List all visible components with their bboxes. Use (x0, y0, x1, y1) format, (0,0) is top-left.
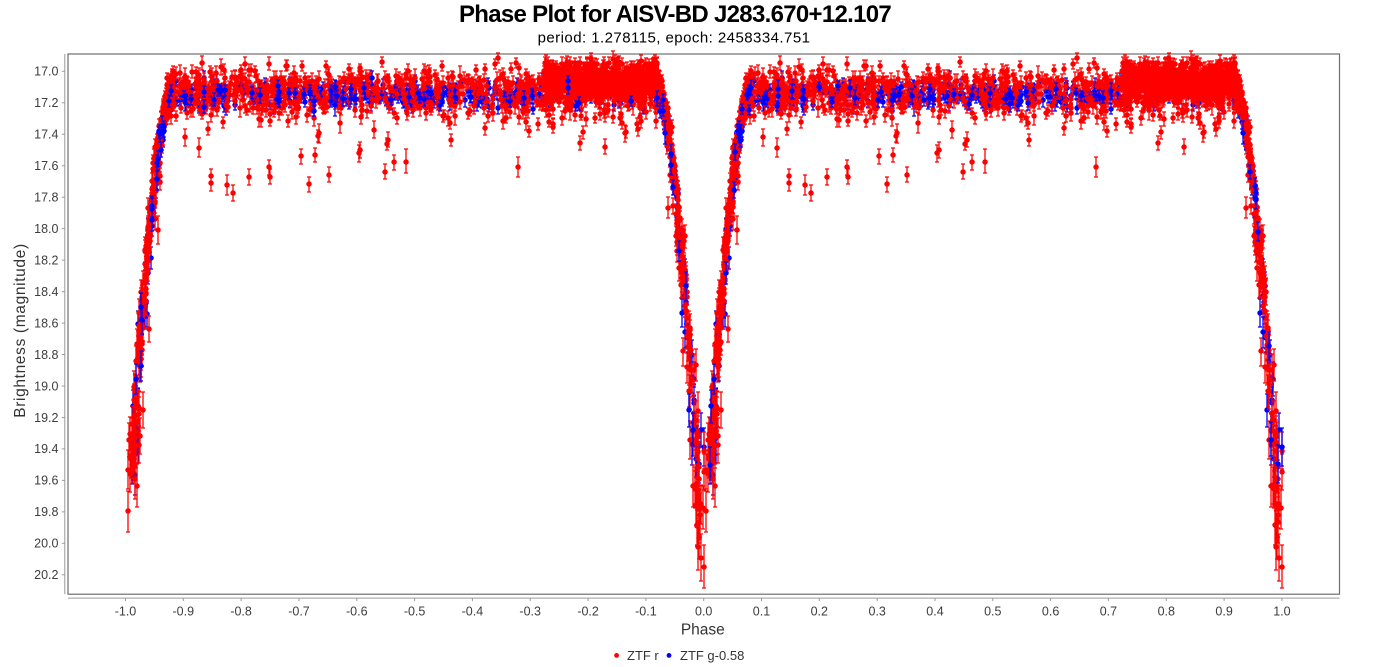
svg-text:-0.9: -0.9 (173, 605, 195, 619)
svg-text:17.4: 17.4 (34, 128, 58, 142)
svg-text:-0.5: -0.5 (404, 605, 426, 619)
svg-text:20.2: 20.2 (34, 568, 58, 582)
svg-text:17.8: 17.8 (34, 191, 58, 205)
svg-text:-0.4: -0.4 (462, 605, 484, 619)
svg-text:1.0: 1.0 (1273, 605, 1290, 619)
svg-text:-0.3: -0.3 (519, 605, 541, 619)
svg-text:-0.2: -0.2 (577, 605, 599, 619)
svg-text:ZTF r: ZTF r (627, 648, 659, 663)
svg-text:0.1: 0.1 (753, 605, 770, 619)
svg-text:-0.1: -0.1 (635, 605, 657, 619)
svg-text:18.8: 18.8 (34, 348, 58, 362)
svg-text:0.4: 0.4 (926, 605, 943, 619)
svg-text:18.6: 18.6 (34, 316, 58, 330)
svg-text:19.8: 19.8 (34, 505, 58, 519)
svg-text:ZTF g-0.58: ZTF g-0.58 (680, 648, 744, 663)
svg-text:19.6: 19.6 (34, 474, 58, 488)
svg-text:0.9: 0.9 (1215, 605, 1232, 619)
svg-text:-0.8: -0.8 (230, 605, 252, 619)
svg-text:19.0: 19.0 (34, 379, 58, 393)
svg-text:Phase Plot for AISV-BD J283.67: Phase Plot for AISV-BD J283.670+12.107 (459, 1, 891, 28)
svg-text:0.0: 0.0 (695, 605, 712, 619)
svg-text:-0.7: -0.7 (288, 605, 310, 619)
svg-text:0.7: 0.7 (1100, 605, 1117, 619)
svg-text:17.0: 17.0 (34, 65, 58, 79)
svg-text:19.4: 19.4 (34, 442, 58, 456)
svg-text:-1.0: -1.0 (115, 605, 137, 619)
svg-text:Brightness (magnitude): Brightness (magnitude) (12, 243, 29, 418)
svg-text:0.2: 0.2 (811, 605, 828, 619)
svg-text:Phase: Phase (681, 622, 725, 639)
svg-text:0.3: 0.3 (869, 605, 886, 619)
svg-text:-0.6: -0.6 (346, 605, 368, 619)
svg-text:18.2: 18.2 (34, 253, 58, 267)
svg-text:18.4: 18.4 (34, 285, 58, 299)
svg-text:18.0: 18.0 (34, 222, 58, 236)
svg-text:0.5: 0.5 (984, 605, 1001, 619)
svg-text:20.0: 20.0 (34, 537, 58, 551)
svg-text:17.2: 17.2 (34, 96, 58, 110)
svg-text:0.6: 0.6 (1042, 605, 1059, 619)
svg-text:period: 1.278115, epoch: 24583: period: 1.278115, epoch: 2458334.751 (538, 30, 811, 47)
svg-text:19.2: 19.2 (34, 411, 58, 425)
svg-text:0.8: 0.8 (1158, 605, 1175, 619)
svg-text:17.6: 17.6 (34, 159, 58, 173)
